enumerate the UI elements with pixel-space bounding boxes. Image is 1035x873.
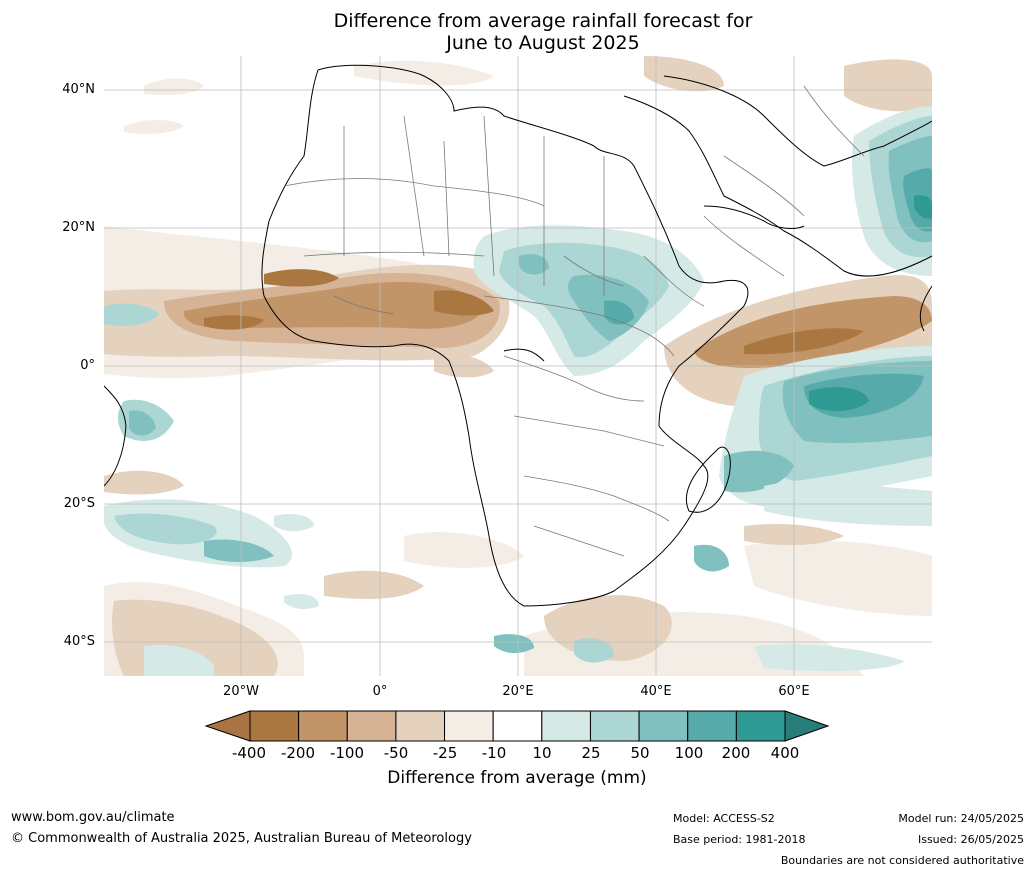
colorbar-low-arrow — [204, 710, 251, 742]
colorbar-label: Difference from average (mm) — [387, 768, 647, 788]
colorbar-cell — [735, 710, 786, 742]
footer-website: www.bom.gov.au/climate — [11, 810, 175, 825]
colorbar-cell — [541, 710, 591, 742]
footer-copyright: © Commonwealth of Australia 2025, Austra… — [11, 831, 472, 846]
map-title: Difference from average rainfall forecas… — [0, 10, 1035, 54]
lon-label-20e: 20°E — [502, 684, 534, 699]
colorbar-high-arrow — [784, 710, 830, 742]
colorbar-tick: 50 — [630, 744, 650, 762]
footer-issued: Issued: 26/05/2025 — [917, 833, 1024, 846]
colorbar-cell — [298, 710, 348, 742]
colorbar-tick: -200 — [280, 744, 316, 762]
lat-label-40n: 40°N — [62, 82, 95, 97]
title-line-2: June to August 2025 — [446, 32, 640, 54]
lon-label-0: 0° — [372, 684, 388, 699]
wet-anomaly-shading — [104, 106, 932, 676]
lat-label-20s: 20°S — [63, 496, 95, 511]
colorbar-tick: 200 — [721, 744, 751, 762]
colorbar-cell — [249, 710, 300, 742]
colorbar-tick: 400 — [770, 744, 800, 762]
colorbar-cell — [638, 710, 689, 742]
colorbar-tick: -400 — [231, 744, 267, 762]
colorbar-cell — [395, 710, 446, 742]
footer-model: Model: ACCESS-S2 — [673, 812, 775, 825]
lat-label-0: 0° — [80, 358, 95, 373]
lon-label-20w: 20°W — [223, 684, 259, 699]
lat-label-20n: 20°N — [62, 220, 95, 235]
colorbar-cell — [444, 710, 494, 742]
coastlines — [104, 64, 932, 607]
country-borders — [283, 85, 865, 557]
title-line-1: Difference from average rainfall forecas… — [333, 10, 753, 32]
colorbar-tick: -50 — [383, 744, 409, 762]
colorbar-cell — [492, 710, 543, 742]
footer-disclaimer: Boundaries are not considered authoritat… — [780, 854, 1024, 867]
colorbar — [204, 710, 830, 742]
colorbar-cell — [346, 710, 397, 742]
colorbar-tick: -25 — [432, 744, 458, 762]
colorbar-tick: 100 — [674, 744, 704, 762]
footer-base-period: Base period: 1981-2018 — [673, 833, 806, 846]
colorbar-cell — [589, 710, 640, 742]
colorbar-tick: 10 — [532, 744, 552, 762]
graticule — [104, 56, 932, 676]
lon-label-40e: 40°E — [640, 684, 672, 699]
colorbar-tick: -10 — [481, 744, 507, 762]
lon-label-60e: 60°E — [778, 684, 810, 699]
colorbar-cell — [687, 710, 737, 742]
colorbar-tick: 25 — [581, 744, 601, 762]
lat-label-40s: 40°S — [63, 634, 95, 649]
rainfall-anomaly-map — [104, 56, 932, 676]
footer-model-run: Model run: 24/05/2025 — [898, 812, 1024, 825]
colorbar-tick: -100 — [329, 744, 365, 762]
